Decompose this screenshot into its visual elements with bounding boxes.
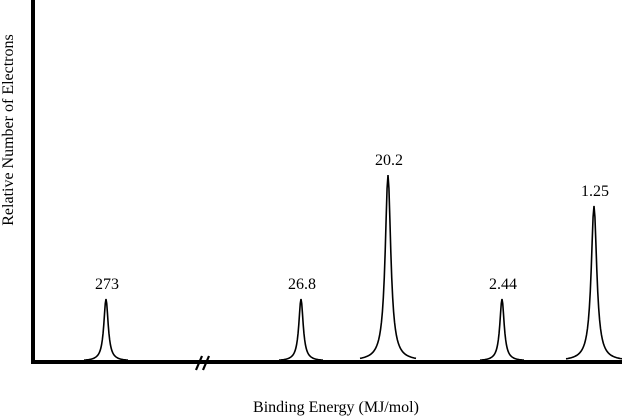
x-axis-title: Binding Energy (MJ/mol) (253, 399, 419, 416)
peak-20-2 (359, 174, 417, 360)
peak-273 (83, 298, 129, 361)
peak-label-2-44: 2.44 (489, 276, 517, 293)
peak-label-273: 273 (95, 276, 119, 293)
peak-label-26-8: 26.8 (288, 276, 316, 293)
axis-break-mark (194, 355, 211, 371)
peak-1-25 (565, 205, 622, 360)
peak-2-44 (479, 298, 525, 361)
peak-label-20-2: 20.2 (375, 152, 403, 169)
peak-26-8 (278, 298, 324, 361)
y-axis-title: Relative Number of Electrons (0, 34, 17, 226)
peaks-group: 273 26.8 20.2 2.44 1.25 (83, 152, 622, 361)
peak-label-1-25: 1.25 (581, 183, 609, 200)
